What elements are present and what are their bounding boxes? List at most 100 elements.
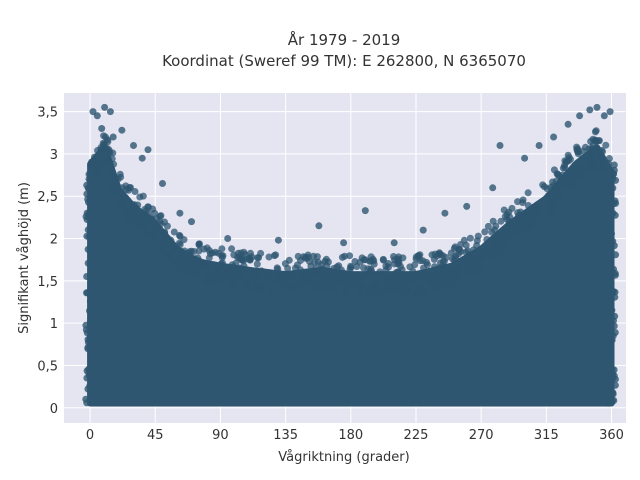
scatter-point: [90, 182, 98, 190]
scatter-point: [208, 271, 216, 279]
scatter-point: [468, 267, 476, 275]
scatter-point: [552, 190, 560, 198]
scatter-point: [497, 217, 505, 225]
scatter-point: [230, 251, 238, 259]
scatter-point: [519, 196, 527, 204]
scatter-point: [554, 170, 562, 178]
scatter-point: [436, 274, 444, 282]
scatter-point: [205, 254, 213, 262]
scatter-point: [497, 230, 505, 238]
scatter-point: [303, 276, 311, 284]
scatter-point: [280, 271, 288, 279]
scatter-point: [90, 398, 98, 406]
scatter-point: [116, 170, 124, 178]
scatter-point: [257, 267, 265, 275]
scatter-point: [90, 351, 98, 359]
scatter-point: [158, 245, 166, 253]
scatter-point: [376, 268, 384, 276]
scatter-point: [608, 399, 616, 406]
scatter-point: [131, 188, 139, 195]
scatter-point: [487, 254, 495, 262]
scatter-point: [521, 154, 529, 162]
scatter-point: [533, 212, 541, 220]
scatter-point: [127, 184, 134, 191]
scatter-point: [564, 157, 572, 165]
scatter-point: [225, 266, 233, 274]
y-tick-label: 3: [50, 148, 58, 163]
scatter-point: [369, 255, 377, 263]
scatter-point: [176, 231, 183, 239]
y-tick-label: 2,5: [37, 190, 58, 205]
chart-subtitle: Koordinat (Sweref 99 TM): E 262800, N 63…: [162, 52, 526, 70]
scatter-point: [425, 273, 433, 281]
x-axis-label: Vågriktning (grader): [278, 450, 409, 465]
scatter-point: [84, 343, 92, 351]
scatter-point: [420, 264, 427, 272]
scatter-point: [341, 280, 349, 288]
scatter-point: [457, 248, 465, 256]
scatter-point: [612, 199, 620, 207]
scatter-point: [599, 159, 607, 167]
scatter-point: [555, 183, 562, 191]
scatter-point: [602, 141, 610, 149]
scatter-point: [317, 284, 325, 292]
scatter-point: [159, 180, 166, 187]
scatter-point: [484, 222, 492, 230]
y-axis-label: Signifikant våghöjd (m): [17, 182, 32, 334]
scatter-point: [82, 213, 90, 221]
scatter-point: [236, 274, 244, 282]
scatter-point: [307, 270, 315, 278]
scatter-point: [431, 250, 439, 258]
scatter-point: [610, 161, 618, 169]
scatter-point: [243, 279, 251, 287]
scatter-point: [213, 265, 221, 273]
scatter-point: [84, 259, 92, 267]
scatter-point: [608, 365, 616, 373]
scatter-point: [215, 249, 223, 257]
scatter-point: [350, 272, 358, 280]
scatter-point: [451, 243, 459, 251]
scatter-point: [311, 279, 319, 287]
scatter-point: [144, 210, 152, 218]
scatter-point: [297, 266, 304, 274]
scatter-point: [531, 206, 539, 214]
scatter-point: [452, 254, 459, 262]
scatter-point: [463, 202, 471, 210]
scatter-point: [394, 260, 402, 268]
scatter-point: [611, 269, 619, 277]
scatter-point: [443, 278, 451, 286]
scatter-point: [200, 245, 208, 253]
scatter-point: [477, 262, 485, 270]
x-tick-label: 135: [273, 428, 298, 443]
scatter-point: [251, 276, 258, 283]
scatter-point: [583, 155, 591, 163]
scatter-point: [338, 253, 346, 261]
scatter-point: [183, 264, 191, 272]
scatter-point: [266, 287, 274, 295]
scatter-point: [194, 254, 202, 262]
scatter-point: [355, 280, 363, 288]
scatter-point: [564, 120, 572, 128]
scatter-point: [90, 390, 97, 397]
scatter-point: [483, 236, 491, 243]
scatter-point: [600, 112, 608, 120]
scatter-point: [569, 179, 577, 187]
scatter-point: [85, 198, 92, 206]
scatter-point: [375, 286, 382, 294]
chart-title: År 1979 - 2019: [288, 30, 401, 49]
scatter-point: [395, 253, 403, 261]
scatter-point: [121, 207, 129, 215]
scatter-point: [105, 156, 113, 164]
scatter-point: [83, 329, 91, 337]
scatter-point: [315, 222, 323, 230]
scatter-point: [129, 201, 137, 209]
scatter-point: [383, 274, 391, 282]
scatter-point: [301, 253, 309, 261]
scatter-point: [205, 247, 213, 254]
scatter-point: [612, 375, 619, 383]
scatter-point: [361, 207, 369, 215]
y-tick-label: 2: [50, 233, 58, 248]
scatter-point: [576, 112, 584, 120]
scatter-point: [503, 215, 511, 223]
scatter-point: [609, 332, 617, 340]
